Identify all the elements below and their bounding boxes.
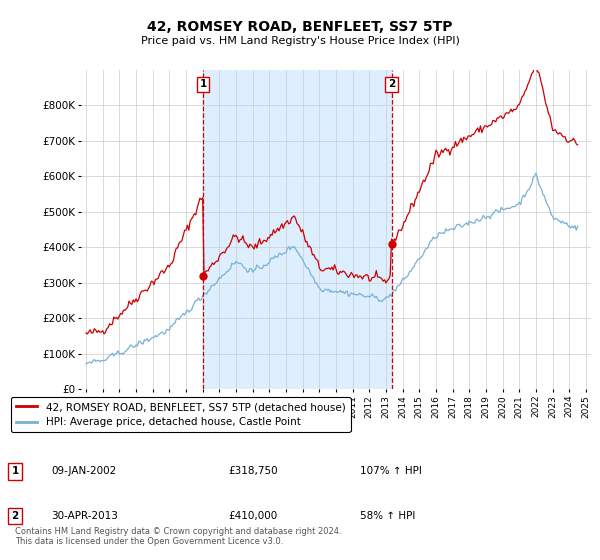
Text: 09-JAN-2002: 09-JAN-2002 <box>51 466 116 477</box>
Text: 2: 2 <box>388 80 395 90</box>
Text: 42, ROMSEY ROAD, BENFLEET, SS7 5TP: 42, ROMSEY ROAD, BENFLEET, SS7 5TP <box>147 20 453 34</box>
Text: Price paid vs. HM Land Registry's House Price Index (HPI): Price paid vs. HM Land Registry's House … <box>140 36 460 46</box>
Text: 1: 1 <box>200 80 207 90</box>
Text: £318,750: £318,750 <box>228 466 278 477</box>
Text: 58% ↑ HPI: 58% ↑ HPI <box>360 511 415 521</box>
Text: 2: 2 <box>11 511 19 521</box>
Text: 30-APR-2013: 30-APR-2013 <box>51 511 118 521</box>
Bar <box>203 70 391 389</box>
Legend: 42, ROMSEY ROAD, BENFLEET, SS7 5TP (detached house), HPI: Average price, detache: 42, ROMSEY ROAD, BENFLEET, SS7 5TP (deta… <box>11 397 350 432</box>
Text: 1: 1 <box>11 466 19 477</box>
Text: Contains HM Land Registry data © Crown copyright and database right 2024.
This d: Contains HM Land Registry data © Crown c… <box>15 526 341 546</box>
Text: 107% ↑ HPI: 107% ↑ HPI <box>360 466 422 477</box>
Text: £410,000: £410,000 <box>228 511 277 521</box>
